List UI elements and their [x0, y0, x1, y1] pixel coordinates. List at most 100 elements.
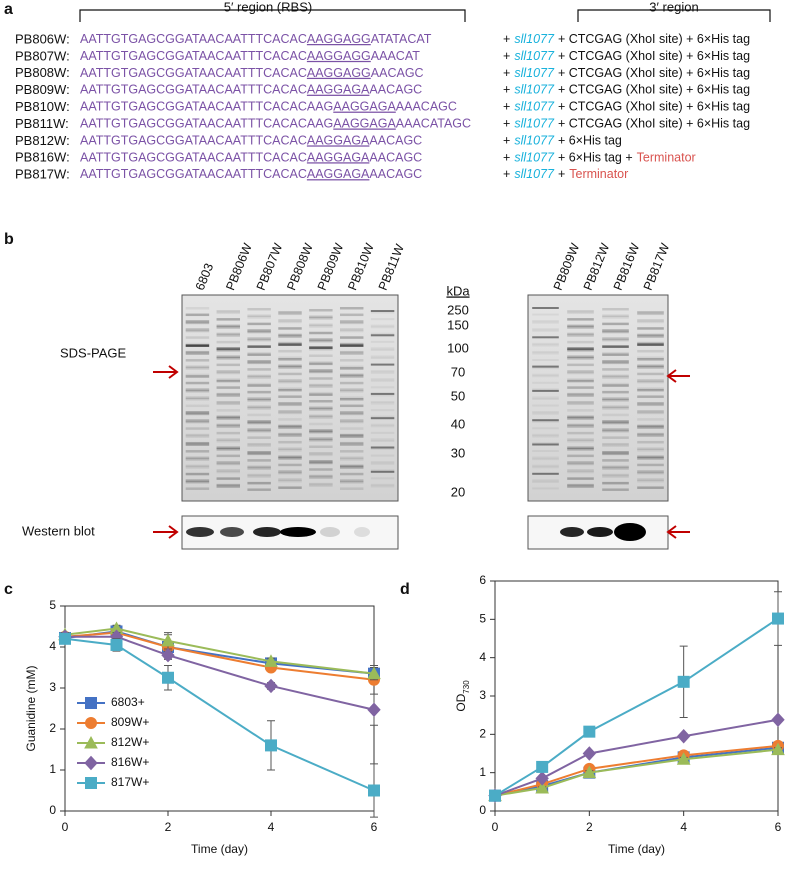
gel-band — [602, 360, 629, 363]
gel-band — [339, 344, 364, 347]
legend-label: 6803+ — [111, 695, 145, 709]
gel-band — [309, 437, 333, 440]
gel-band — [637, 434, 664, 437]
gel-band — [370, 311, 395, 314]
gel-label: SDS-PAGE — [60, 345, 127, 360]
gel-band — [309, 391, 333, 395]
rbs: AAGGAGA — [307, 151, 370, 165]
gel-band — [637, 471, 664, 475]
gel-band — [532, 398, 559, 400]
gel-band — [278, 358, 302, 361]
gel-band — [637, 364, 664, 368]
x-tick-label: 0 — [62, 820, 69, 834]
rbs: AAGGAGG — [307, 66, 371, 80]
marker — [582, 746, 597, 761]
sequence-part: AAACAGC — [396, 100, 457, 114]
gel-band — [370, 371, 395, 374]
gel-band — [567, 417, 594, 420]
gel-band — [339, 365, 364, 369]
gel-band — [567, 454, 594, 458]
construct: + sll1077 + CTCGAG (XhoI site) + 6×His tag — [503, 117, 750, 131]
gel-band — [567, 386, 594, 389]
gel-band — [370, 370, 395, 373]
gel-band — [637, 418, 664, 421]
gel-band — [567, 462, 594, 466]
gel-band — [216, 477, 241, 480]
gel-band — [567, 394, 594, 397]
kda-marker: 50 — [451, 388, 465, 403]
gel-band — [602, 338, 629, 342]
gel-band — [637, 424, 664, 428]
gel-band — [370, 318, 395, 321]
gel-band — [567, 470, 594, 474]
blot-band — [614, 523, 646, 541]
gel-band — [216, 439, 241, 443]
marker — [110, 638, 123, 651]
sequence-part: AAACATAGC — [396, 117, 471, 131]
gel-band — [309, 362, 333, 366]
kda-marker: 20 — [451, 484, 465, 499]
gel-band — [339, 320, 364, 323]
gel-band — [278, 471, 302, 475]
gel-band — [370, 477, 395, 480]
y-tick-label: 3 — [49, 680, 56, 694]
gel-band — [185, 487, 210, 490]
gel-band — [185, 433, 210, 437]
legend-marker — [84, 755, 98, 771]
gel-band — [637, 457, 664, 460]
gel-band — [216, 326, 241, 329]
rbs: AAGGAGA — [307, 83, 370, 97]
gel-band — [216, 483, 241, 487]
gel-band — [637, 478, 664, 481]
gel-band — [185, 359, 210, 362]
gel-band — [637, 319, 664, 322]
gel-band — [339, 367, 364, 370]
gel-band — [247, 488, 271, 491]
gel-band — [567, 448, 594, 451]
gel-band — [309, 445, 333, 448]
gel-band — [278, 395, 302, 398]
gel-band — [278, 424, 302, 428]
gel-band — [567, 392, 594, 396]
marker — [582, 765, 597, 779]
gel-band — [602, 368, 629, 371]
gel-band — [602, 353, 629, 356]
construct-rest: + — [558, 167, 565, 181]
legend-marker — [85, 777, 97, 789]
rbs: AAGGAGA — [333, 100, 396, 114]
gel-band — [309, 406, 333, 410]
gene: sll1077 — [514, 83, 555, 97]
gel-band — [247, 345, 271, 348]
gel-band — [185, 466, 210, 469]
gel-band — [532, 359, 559, 362]
gel-band — [278, 403, 302, 407]
gel-band — [247, 473, 271, 477]
gel-band — [370, 469, 395, 472]
gel-band — [278, 311, 302, 314]
gel-band — [532, 307, 559, 309]
gel-band — [370, 448, 395, 451]
gel-band — [278, 319, 302, 322]
legend-label: 817W+ — [111, 775, 149, 789]
gel-band — [216, 363, 241, 367]
plus: + — [503, 49, 510, 63]
gel-band — [567, 439, 594, 443]
gel-band — [309, 422, 333, 426]
gel-band — [247, 361, 271, 365]
gel-band — [278, 364, 302, 368]
gel-band — [370, 425, 395, 428]
marker — [489, 789, 501, 802]
gel-band — [216, 469, 241, 472]
gel-band — [309, 347, 333, 351]
gel-band — [247, 465, 271, 469]
gel-band — [247, 382, 271, 386]
lane-label: PB809W — [551, 241, 583, 292]
construct: + sll1077 + CTCGAG (XhoI site) + 6×His tag — [503, 49, 750, 63]
sequence: AATTGTGAGCGGATAACAATTTCACACAAGGAGAAACAGC — [80, 134, 422, 148]
terminator: Terminator — [637, 151, 696, 165]
gel-band — [637, 380, 664, 384]
gel-band — [216, 332, 241, 336]
gel-band — [185, 352, 210, 355]
x-tick-label: 4 — [268, 820, 275, 834]
